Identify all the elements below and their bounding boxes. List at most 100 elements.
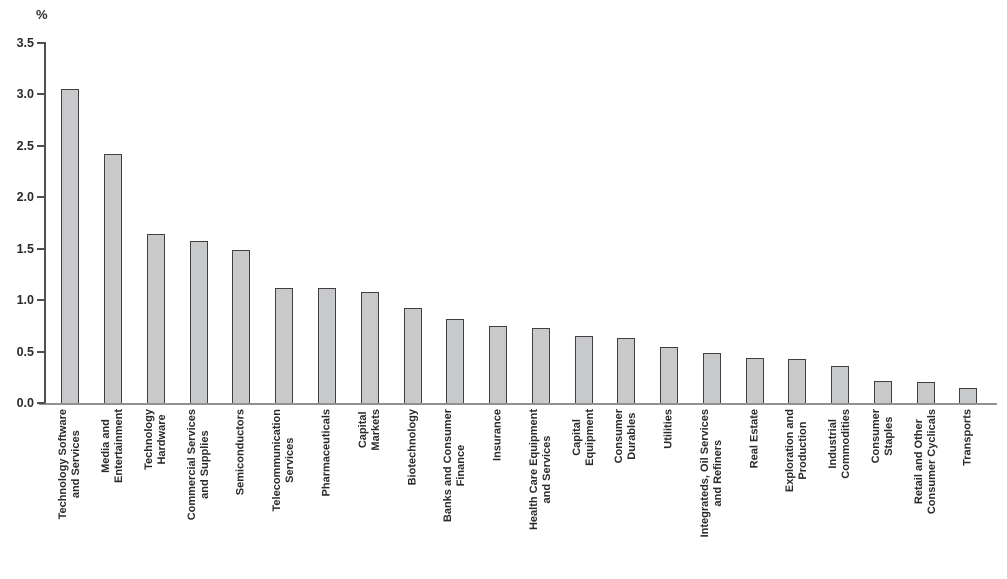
x-label-cell: Biotechnology — [391, 409, 434, 577]
x-label: Consumer Staples — [869, 409, 895, 464]
y-tick-mark — [37, 144, 45, 147]
y-axis-unit-label: % — [36, 7, 48, 22]
bar-column — [49, 43, 92, 403]
bar-Consumer Durables — [617, 338, 636, 403]
bar-Semiconductors — [232, 249, 251, 403]
x-label: Media and Entertainment — [100, 409, 126, 483]
bar-column — [391, 43, 434, 403]
bar-column — [348, 43, 391, 403]
bar-Biotechnology — [403, 308, 422, 403]
bar-Media and Entertainment — [104, 154, 123, 403]
x-label-cell: Media and Entertainment — [92, 409, 135, 577]
x-label-cell: Commercial Services and Supplies — [177, 409, 220, 577]
x-label-cell: Real Estate — [733, 409, 776, 577]
bar-column — [477, 43, 520, 403]
x-label-cell: Transports — [947, 409, 990, 577]
x-label: Consumer Durables — [613, 409, 639, 464]
bar-Exploration and Production — [788, 358, 807, 403]
x-label-cell: Telecommunication Services — [263, 409, 306, 577]
x-label-cell: Utilities — [648, 409, 691, 577]
x-label-cell: Consumer Staples — [862, 409, 905, 577]
plot-area — [49, 43, 990, 403]
bar-column — [519, 43, 562, 403]
x-label: Utilities — [662, 409, 675, 449]
bar-Pharmaceuticals — [317, 287, 336, 403]
x-label: Banks and Consumer Finance — [442, 409, 468, 523]
y-tick-mark — [37, 402, 45, 404]
bar-Commercial Services and Supplies — [189, 240, 208, 403]
x-label: Semiconductors — [234, 409, 247, 496]
x-label-cell: Semiconductors — [220, 409, 263, 577]
y-tick-mark — [37, 196, 45, 199]
x-label: Transports — [961, 409, 974, 466]
bar-column — [562, 43, 605, 403]
y-axis-line — [44, 42, 46, 404]
x-label: Real Estate — [748, 409, 761, 469]
x-label: Capital Equipment — [570, 409, 596, 466]
x-label-cell: Industrial Commodities — [819, 409, 862, 577]
bar-Telecommunication Services — [275, 287, 294, 403]
y-tick-mark — [37, 93, 45, 96]
x-label: Exploration and Production — [784, 409, 810, 493]
y-tick-label: 2.0 — [16, 190, 34, 205]
bar-column — [263, 43, 306, 403]
y-tick-label: 2.5 — [16, 138, 34, 153]
x-label: Insurance — [491, 409, 504, 461]
bar-column — [776, 43, 819, 403]
y-tick-label: 3.5 — [16, 36, 34, 50]
bar-Technology Software and Services — [61, 89, 80, 403]
x-label: Commercial Services and Supplies — [185, 409, 211, 521]
bar-Health Care Equipment and Services — [531, 327, 550, 403]
bar-column — [92, 43, 135, 403]
x-label: Integrateds, Oil Services and Refiners — [698, 409, 724, 538]
y-tick-label: 1.0 — [16, 293, 34, 308]
bar-Integrateds, Oil Services and Refiners — [702, 352, 721, 403]
bar-Consumer Staples — [873, 381, 892, 403]
y-tick-label: 3.0 — [16, 87, 34, 102]
bar-column — [648, 43, 691, 403]
y-tick-mark — [37, 299, 45, 302]
x-label: Biotechnology — [406, 409, 418, 486]
y-tick-mark — [37, 42, 45, 44]
x-label: Technology Hardware — [142, 409, 168, 470]
bar-column — [434, 43, 477, 403]
bar-Insurance — [489, 325, 508, 403]
bar-Capital Equipment — [574, 336, 593, 403]
x-label: Telecommunication Services — [271, 409, 297, 512]
x-label: Industrial Commodities — [827, 409, 853, 479]
x-label-cell: Integrateds, Oil Services and Refiners — [690, 409, 733, 577]
bar-column — [220, 43, 263, 403]
x-label-cell: Consumer Durables — [605, 409, 648, 577]
bar-column — [306, 43, 349, 403]
bar-Industrial Commodities — [831, 365, 850, 403]
bar-Utilities — [660, 347, 679, 403]
y-tick-label: 0.0 — [16, 396, 34, 410]
bar-Capital Markets — [360, 291, 379, 403]
x-label-cell: Technology Software and Services — [49, 409, 92, 577]
bar-column — [862, 43, 905, 403]
bar-Banks and Consumer Finance — [446, 318, 465, 403]
x-label-cell: Capital Markets — [348, 409, 391, 577]
x-label: Pharmaceuticals — [320, 409, 333, 497]
bar-column — [605, 43, 648, 403]
x-label-cell: Capital Equipment — [562, 409, 605, 577]
x-label: Technology Software and Services — [57, 409, 83, 520]
x-label-cell: Technology Hardware — [135, 409, 178, 577]
x-label-cell: Pharmaceuticals — [306, 409, 349, 577]
y-tick-label: 1.5 — [16, 241, 34, 256]
x-label-cell: Exploration and Production — [776, 409, 819, 577]
bar-Real Estate — [745, 357, 764, 403]
x-axis-line — [39, 403, 997, 405]
x-label: Capital Markets — [356, 409, 382, 451]
bar-column — [947, 43, 990, 403]
bar-column — [177, 43, 220, 403]
bar-Retail and Other Consumer Cyclicals — [916, 382, 935, 403]
bar-Transports — [959, 387, 978, 403]
bar-column — [904, 43, 947, 403]
bar-column — [690, 43, 733, 403]
x-label-cell: Retail and Other Consumer Cyclicals — [904, 409, 947, 577]
y-tick-mark — [37, 247, 45, 250]
bar-column — [733, 43, 776, 403]
y-tick-label: 0.5 — [16, 344, 34, 359]
